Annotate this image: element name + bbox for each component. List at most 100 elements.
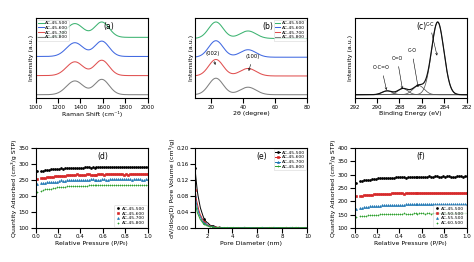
AC-50-500 xyxy=(422,191,428,194)
AC-45-500 xyxy=(192,37,198,40)
AC-55-500 xyxy=(395,203,401,206)
AC-45-500 xyxy=(304,226,310,229)
AC-45-800 xyxy=(212,226,218,230)
AC-45-700 xyxy=(33,74,38,77)
AC-60-500 xyxy=(395,212,401,216)
AC-50-500 xyxy=(417,191,422,194)
Line: AC-45-500: AC-45-500 xyxy=(355,175,468,183)
AC-55-500 xyxy=(462,202,468,205)
AC-45-600 xyxy=(243,48,249,52)
AC-45-600 xyxy=(271,226,276,230)
Legend: AC-45-500, AC-45-600, AC-45-700, AC-45-800: AC-45-500, AC-45-600, AC-45-700, AC-45-8… xyxy=(114,205,146,227)
AC-45-700 xyxy=(243,67,249,70)
Y-axis label: Intensity (a.u.): Intensity (a.u.) xyxy=(348,35,353,81)
AC-45-700 xyxy=(99,59,105,62)
Y-axis label: dV/dlog(D) Pore Volume (cm³/g): dV/dlog(D) Pore Volume (cm³/g) xyxy=(169,138,175,238)
AC-45-800 xyxy=(221,84,227,88)
Line: AC-45-800: AC-45-800 xyxy=(36,79,148,95)
AC-45-800 xyxy=(119,183,125,187)
AC-60-500 xyxy=(452,211,458,215)
Line: AC-45-600: AC-45-600 xyxy=(195,41,307,57)
AC-45-500 xyxy=(271,226,276,230)
AC-45-500 xyxy=(108,166,113,169)
AC-45-800 xyxy=(304,93,310,96)
AC-45-600 xyxy=(99,40,105,43)
AC-45-700 xyxy=(237,226,243,230)
Line: AC-55-500: AC-55-500 xyxy=(355,203,468,210)
AC-45-600 xyxy=(256,226,262,229)
AC-45-800 xyxy=(99,78,105,81)
AC-45-800 xyxy=(243,86,249,89)
AC-45-700 xyxy=(145,74,151,77)
X-axis label: Binding Energy (eV): Binding Energy (eV) xyxy=(379,111,442,116)
AC-45-800 xyxy=(304,226,310,229)
AC-45-800 xyxy=(192,93,198,96)
Line: AC-50-500: AC-50-500 xyxy=(355,192,468,197)
AC-45-700 xyxy=(256,226,262,229)
AC-50-500 xyxy=(357,194,363,197)
AC-45-800 xyxy=(103,184,109,187)
Line: AC-45-700: AC-45-700 xyxy=(36,178,149,185)
AC-45-800 xyxy=(108,86,114,89)
AC-45-600 xyxy=(286,226,292,230)
AC-45-500 xyxy=(53,35,58,38)
AC-45-500 xyxy=(417,176,422,179)
AC-45-600 xyxy=(98,173,103,176)
AC-45-500 xyxy=(353,181,358,184)
AC-50-500 xyxy=(464,191,470,194)
AC-45-500 xyxy=(62,29,67,32)
AC-45-500 xyxy=(143,165,149,168)
AC-45-700 xyxy=(304,226,310,230)
AC-45-600 xyxy=(252,226,257,230)
AC-45-600 xyxy=(118,54,123,57)
AC-45-600 xyxy=(34,177,39,180)
AC-45-600 xyxy=(145,173,151,176)
AC-45-500 xyxy=(267,37,273,40)
AC-45-500 xyxy=(256,226,262,229)
Text: C-O: C-O xyxy=(407,48,419,87)
Text: C-C: C-C xyxy=(426,22,438,55)
AC-60-500 xyxy=(427,212,432,215)
AC-45-700 xyxy=(76,179,82,182)
Text: (a): (a) xyxy=(103,22,114,31)
AC-45-700 xyxy=(145,178,151,181)
Legend: AC-45-500, AC-50-500, AC-55-500, AC-60-500: AC-45-500, AC-50-500, AC-55-500, AC-60-5… xyxy=(433,205,465,227)
AC-45-500 xyxy=(119,166,125,169)
AC-45-700 xyxy=(62,68,67,71)
AC-45-500 xyxy=(99,20,105,24)
AC-45-500 xyxy=(427,175,432,178)
AC-45-600 xyxy=(137,172,143,176)
AC-45-700 xyxy=(221,66,227,69)
AC-45-500 xyxy=(422,175,428,178)
AC-50-500 xyxy=(428,191,434,194)
AC-45-800 xyxy=(118,92,123,96)
X-axis label: 2θ (degree): 2θ (degree) xyxy=(233,111,270,116)
Text: (b): (b) xyxy=(263,22,273,31)
Line: AC-45-500: AC-45-500 xyxy=(36,166,149,172)
Line: AC-45-800: AC-45-800 xyxy=(195,78,307,95)
AC-45-600 xyxy=(221,47,227,50)
AC-45-600 xyxy=(192,188,198,191)
AC-45-500 xyxy=(76,167,82,170)
AC-45-500 xyxy=(464,175,470,178)
AC-55-500 xyxy=(422,203,428,206)
AC-45-600 xyxy=(277,56,283,59)
AC-45-700 xyxy=(103,178,109,181)
AC-60-500 xyxy=(438,212,444,215)
AC-45-700 xyxy=(99,59,105,62)
AC-45-600 xyxy=(217,226,223,230)
AC-45-500 xyxy=(99,20,105,24)
AC-45-600 xyxy=(304,226,310,230)
AC-45-600 xyxy=(267,56,273,59)
Text: (e): (e) xyxy=(257,152,267,161)
AC-45-500 xyxy=(243,30,249,33)
AC-45-600 xyxy=(76,174,82,177)
AC-45-700 xyxy=(53,73,58,76)
Line: AC-45-700: AC-45-700 xyxy=(194,195,309,229)
AC-45-600 xyxy=(304,56,310,59)
X-axis label: Relative Pressure (P/P₀): Relative Pressure (P/P₀) xyxy=(374,241,447,245)
AC-45-700 xyxy=(286,226,292,230)
AC-60-500 xyxy=(464,212,470,215)
AC-45-500 xyxy=(212,20,218,24)
AC-45-800 xyxy=(145,183,151,187)
